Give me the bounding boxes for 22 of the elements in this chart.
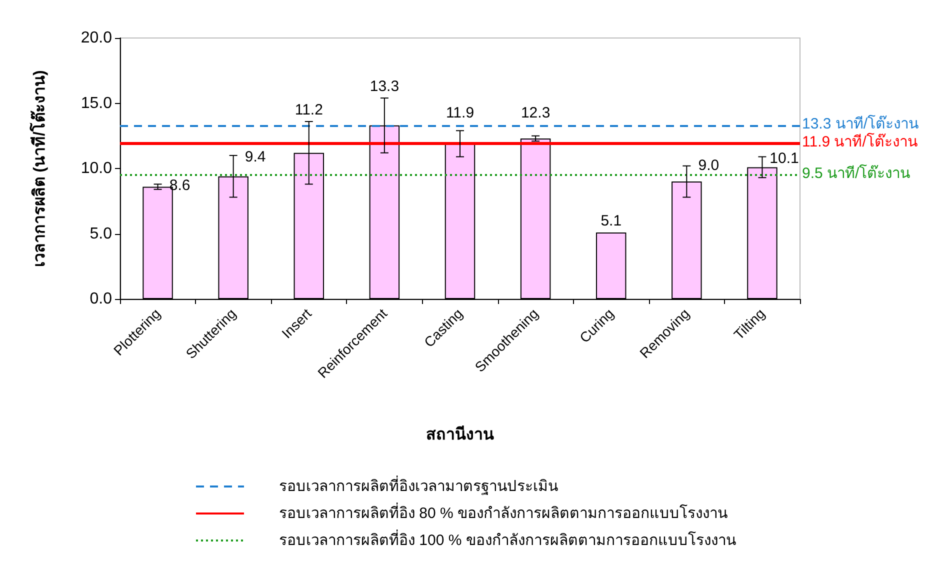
text: 13.3 นาที/โต๊ะงาน <box>802 114 919 132</box>
data-label: 11.9 <box>446 104 474 122</box>
data-label: 11.2 <box>294 102 323 119</box>
text: 11.9 นาที/โต๊ะงาน <box>802 132 918 151</box>
data-label: 5.1 <box>600 212 622 230</box>
y-axis-title: เวลาการผลิต (นาที/โต๊ะงาน) <box>28 70 48 267</box>
x-axis-title: สถานีงาน <box>426 424 494 444</box>
legend-label: รอบเวลาการผลิตที่อิง 100 % ของกำลังการผลิตตามการออกแบบโรงงาน <box>279 529 736 549</box>
y-tick-label: 0.0 <box>90 290 112 308</box>
y-tick-label: 10.0 <box>80 160 112 177</box>
legend-label: รอบเวลาการผลิตที่อิงเวลามาตรฐานประเมิน <box>279 475 558 495</box>
y-tick-label: 15.0 <box>80 94 112 112</box>
data-label: 12.3 <box>520 104 550 122</box>
y-tick-label: 5.0 <box>90 225 112 242</box>
data-label: 10.1 <box>770 150 799 167</box>
data-label: 9.0 <box>698 156 720 174</box>
text: 9.5 นาที/โต๊ะงาน <box>802 164 910 182</box>
data-label: 13.3 <box>370 78 400 96</box>
data-label: 9.4 <box>244 148 266 166</box>
data-label: 8.6 <box>169 177 190 194</box>
y-tick-label: 20.0 <box>80 30 112 46</box>
legend-label: รอบเวลาการผลิตที่อิง 80 % ของกำลังการผลิตตามการออกแบบโรงงาน <box>279 502 728 522</box>
